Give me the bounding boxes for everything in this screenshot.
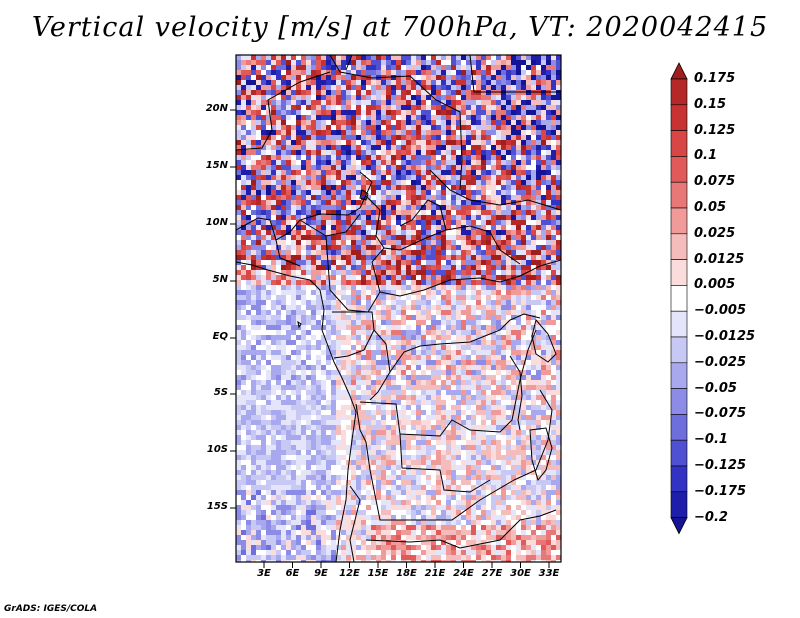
colorbar-label: −0.175 xyxy=(694,483,747,499)
colorbar xyxy=(670,62,688,535)
colorbar-label: −0.025 xyxy=(694,354,747,370)
colorbar-label: 0.125 xyxy=(694,122,736,138)
colorbar-segment xyxy=(670,104,688,131)
colorbar-label: 0.0125 xyxy=(694,251,745,267)
colorbar-bottom-arrow xyxy=(670,517,688,535)
longitude-label: 18E xyxy=(396,568,417,579)
colorbar-segment xyxy=(670,388,688,415)
colorbar-label: −0.2 xyxy=(694,509,728,525)
colorbar-label: −0.005 xyxy=(694,303,747,319)
longitude-label: 27E xyxy=(481,568,503,579)
vertical-velocity-field xyxy=(236,55,561,562)
colorbar-label: −0.05 xyxy=(694,380,737,396)
longitude-label: 33E xyxy=(538,568,560,579)
longitude-label: 30E xyxy=(510,568,531,579)
colorbar-segment xyxy=(670,181,688,209)
colorbar-segment xyxy=(670,285,688,312)
longitude-label: 12E xyxy=(339,568,360,579)
colorbar-segment xyxy=(670,156,688,183)
colorbar-top-arrow xyxy=(670,62,688,80)
colorbar-label: −0.075 xyxy=(694,406,747,422)
colorbar-segment xyxy=(670,414,688,441)
longitude-ticks xyxy=(263,562,550,568)
colorbar-label: −0.0125 xyxy=(694,329,756,344)
latitude-label: 20N xyxy=(205,103,228,114)
colorbar-label: 0.05 xyxy=(694,200,727,215)
longitude-label: 3E xyxy=(257,568,271,579)
colorbar-label: −0.1 xyxy=(694,432,728,448)
colorbar-segment xyxy=(670,336,688,364)
latitude-label: EQ xyxy=(212,331,228,342)
colorbar-segment xyxy=(670,207,688,235)
colorbar-label: 0.025 xyxy=(694,225,736,241)
longitude-label: 24E xyxy=(453,568,474,579)
colorbar-segment xyxy=(670,465,688,493)
map-title: Vertical velocity [m/s] at 700hPa, VT: 2… xyxy=(31,12,769,43)
credit-text: GrADS: IGES/COLA xyxy=(4,604,98,614)
colorbar-segment xyxy=(670,439,688,467)
latitude-ticks xyxy=(230,109,236,509)
colorbar-label: 0.1 xyxy=(694,148,718,164)
latitude-label: 5N xyxy=(212,274,228,285)
latitude-label: 15S xyxy=(206,501,228,512)
colorbar-segment xyxy=(670,259,688,286)
colorbar-segment xyxy=(670,233,688,260)
colorbar-label: 0.005 xyxy=(694,277,736,293)
colorbar-segment xyxy=(670,362,688,389)
colorbar-label: −0.125 xyxy=(694,458,747,473)
latitude-label: 10N xyxy=(205,217,228,228)
latitude-label: 5S xyxy=(213,387,228,398)
latitude-label: 10S xyxy=(206,444,228,455)
colorbar-segment xyxy=(670,78,688,106)
map-frame xyxy=(235,54,562,563)
colorbar-segment xyxy=(670,491,688,518)
coastlines xyxy=(236,189,557,562)
colorbar-segment xyxy=(670,310,688,338)
longitude-label: 6E xyxy=(285,568,300,579)
latitude-label: 15N xyxy=(205,160,228,171)
longitude-label: 21E xyxy=(424,568,446,579)
longitude-label: 15E xyxy=(367,568,389,579)
colorbar-label: 0.075 xyxy=(694,174,736,190)
longitude-label: 9E xyxy=(314,568,328,579)
colorbar-label: 0.15 xyxy=(694,96,727,112)
colorbar-segment xyxy=(670,130,688,157)
colorbar-label: 0.175 xyxy=(694,71,736,86)
